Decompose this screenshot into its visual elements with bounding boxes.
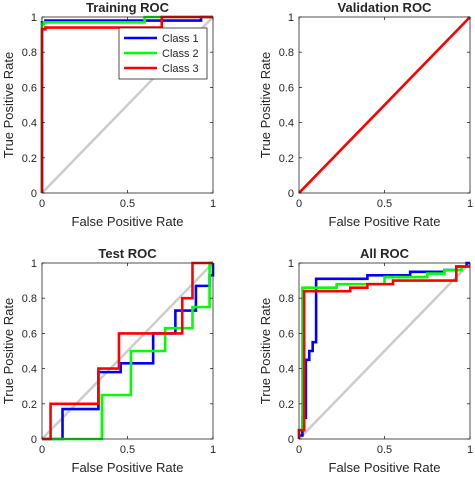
training-legend-label: Class 3: [162, 63, 199, 75]
all-x-tick-label: 1: [467, 444, 473, 456]
validation-y-tick-label: 0.4: [279, 118, 294, 130]
training-y-tick-label: 0.8: [22, 47, 37, 59]
all-series-class-3: [297, 265, 470, 439]
test-x-tick-label: 0.5: [120, 444, 135, 456]
training-x-axis-label: False Positive Rate: [72, 214, 184, 229]
training-y-tick-label: 1: [31, 12, 37, 24]
training-title: Training ROC: [86, 0, 170, 15]
all-title: All ROC: [360, 246, 410, 261]
training-y-tick-label: 0: [31, 188, 37, 200]
all-y-tick-label: 0.8: [279, 293, 294, 305]
test-roc-panel: 0 0.5 1 0 0.2 0.4 0.6 0.8 1 Test ROC False Positiv…: [1, 246, 216, 475]
validation-y-tick-label: 1: [288, 12, 294, 24]
validation-x-tick-label: 0: [296, 198, 302, 210]
training-y-tick-label: 0.4: [22, 118, 37, 130]
training-y-tick-label: 0.2: [22, 153, 37, 165]
test-series-class-2: [42, 261, 213, 441]
all-y-tick-label: 0.2: [279, 399, 294, 411]
test-y-axis-label: True Positive Rate: [1, 298, 16, 404]
test-x-tick-label: 1: [210, 444, 216, 456]
training-x-tick-label: 1: [210, 198, 216, 210]
test-y-tick-label: 0: [31, 434, 37, 446]
training-y-axis-label: True Positive Rate: [1, 52, 16, 158]
all-roc-panel: 0 0.5 1 0 0.2 0.4 0.6 0.8 1 All ROC False Positive…: [258, 246, 473, 475]
all-y-tick-label: 0: [288, 434, 294, 446]
validation-y-tick-label: 0.2: [279, 153, 294, 165]
training-legend: Class 1 Class 2 Class 3: [118, 27, 208, 80]
test-y-tick-label: 0.8: [22, 293, 37, 305]
test-x-axis-label: False Positive Rate: [72, 460, 184, 475]
all-y-tick-label: 0.4: [279, 364, 294, 376]
test-x-tick-label: 0: [39, 444, 45, 456]
test-y-tick-label: 0.2: [22, 399, 37, 411]
test-y-tick-label: 0.6: [22, 328, 37, 340]
test-y-tick-label: 1: [31, 258, 37, 270]
validation-x-axis-label: False Positive Rate: [329, 214, 441, 229]
all-y-axis-label: True Positive Rate: [258, 298, 273, 404]
validation-x-tick-label: 0.5: [377, 198, 392, 210]
validation-title: Validation ROC: [338, 0, 433, 15]
validation-x-tick-label: 1: [467, 198, 473, 210]
validation-y-tick-label: 0: [288, 188, 294, 200]
training-y-tick-label: 0.6: [22, 82, 37, 94]
validation-roc-panel: 0 0.5 1 0 0.2 0.4 0.6 0.8 1 Validation ROC False P…: [258, 0, 473, 229]
all-y-tick-label: 1: [288, 258, 294, 270]
test-y-tick-label: 0.4: [22, 364, 37, 376]
validation-series-class-3: [298, 16, 471, 194]
validation-y-tick-label: 0.8: [279, 47, 294, 59]
test-series-class-3: [42, 261, 213, 441]
training-legend-label: Class 2: [162, 48, 199, 60]
all-y-tick-label: 0.6: [279, 328, 294, 340]
all-x-tick-label: 0: [296, 444, 302, 456]
test-title: Test ROC: [98, 246, 157, 261]
training-legend-label: Class 1: [162, 33, 199, 45]
all-x-axis-label: False Positive Rate: [329, 460, 441, 475]
validation-y-tick-label: 0.6: [279, 82, 294, 94]
validation-y-axis-label: True Positive Rate: [258, 52, 273, 158]
training-roc-panel: 0 0.5 1 0 0.2 0.4 0.6 0.8 1 Training ROC False Pos…: [1, 0, 216, 229]
all-diagonal-line: [298, 262, 471, 440]
all-x-tick-label: 0.5: [377, 444, 392, 456]
training-x-tick-label: 0.5: [120, 198, 135, 210]
training-x-tick-label: 0: [39, 198, 45, 210]
